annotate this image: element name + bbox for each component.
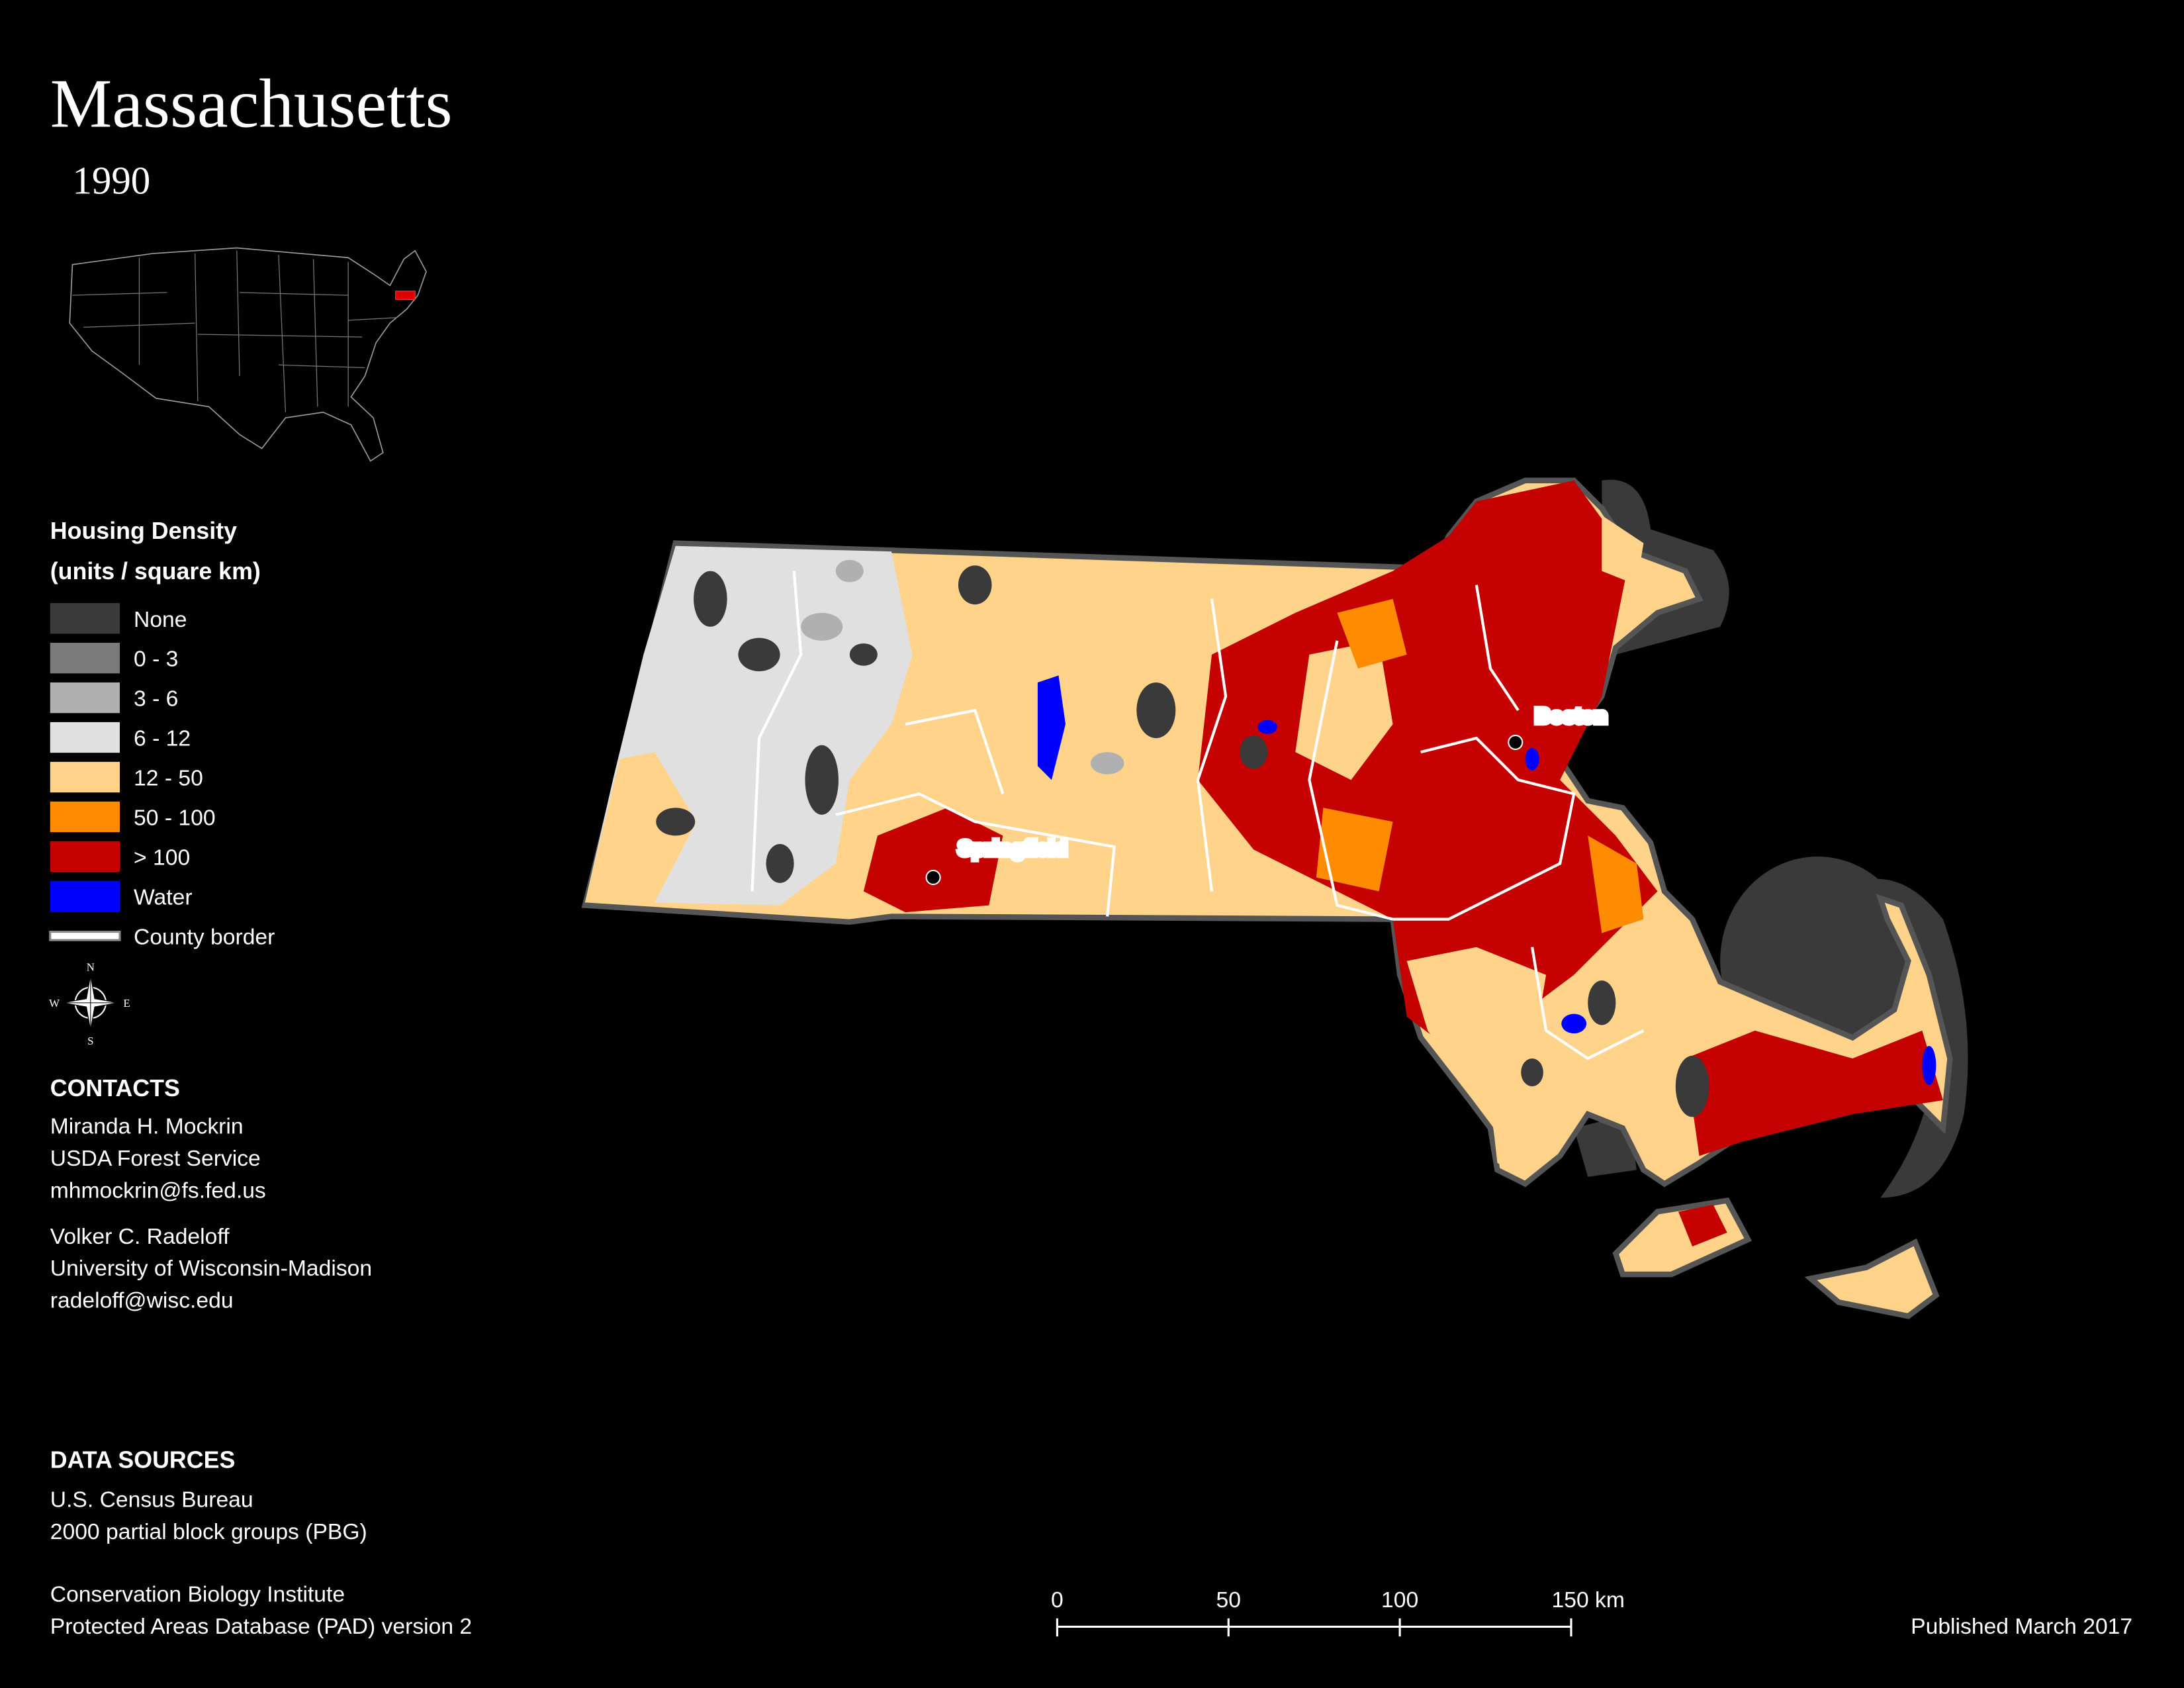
contact-line: mhmockrin@fs.fed.us [50, 1178, 266, 1203]
contact-line: Volker C. Radeloff [50, 1225, 230, 1249]
legend-label: > 100 [134, 846, 190, 870]
legend-label: 0 - 3 [134, 647, 178, 672]
legend-label: 3 - 6 [134, 687, 178, 712]
legend-swatch [50, 722, 120, 753]
region-12-50 [584, 752, 697, 903]
scale-label: 50 [1216, 1588, 1241, 1613]
legend-swatch [50, 761, 120, 793]
region-50-100 [1316, 808, 1393, 892]
contact-line: Miranda H. Mockrin [50, 1115, 244, 1139]
source-line: U.S. Census Bureau [50, 1487, 253, 1512]
compass-s: S [87, 1035, 93, 1047]
scale-label: 100 [1381, 1588, 1418, 1613]
city-dot [1508, 734, 1524, 750]
water-bodies [1037, 675, 1936, 1085]
legend-label: 12 - 50 [134, 767, 203, 791]
legend-label: 6 - 12 [134, 727, 191, 751]
legend-swatch [50, 603, 120, 634]
region-50-100 [1588, 835, 1644, 933]
region-over-100 [1678, 1204, 1727, 1247]
state-map [581, 477, 1968, 1319]
scale-label: 150 km [1552, 1588, 1625, 1613]
source-line: Conservation Biology Institute [50, 1583, 345, 1607]
legend-swatch [50, 841, 120, 872]
compass-w: W [49, 997, 60, 1009]
locator-map [69, 247, 427, 462]
legend-label: County border [134, 925, 275, 949]
region-over-100 [1197, 480, 1658, 1059]
city-label: Springfield [958, 836, 1068, 860]
legend-label: 50 - 100 [134, 806, 216, 831]
legend-swatch [50, 801, 120, 833]
contact-line: USDA Forest Service [50, 1147, 261, 1171]
region-12-50 [1406, 947, 1547, 1101]
cities: Boston Springfield [925, 701, 1610, 886]
region-over-100 [863, 808, 1003, 913]
no-housing-patches [656, 565, 1709, 1117]
data-sources: U.S. Census Bureau 2000 partial block gro… [50, 1487, 472, 1638]
legend-swatch [49, 930, 121, 941]
contacts: Miranda H. Mockrin USDA Forest Service mhm… [50, 1115, 372, 1313]
legend-label: Water [134, 886, 193, 910]
legend-swatch [50, 642, 120, 674]
low-density-patches [801, 559, 1124, 774]
compass: N S W E [49, 961, 130, 1047]
subtitle: 1990 [72, 159, 150, 202]
legend-label: None [134, 608, 187, 632]
contact-line: University of Wisconsin-Madison [50, 1256, 372, 1281]
nantucket [1804, 1238, 1940, 1319]
region-12-50 [1602, 515, 1644, 585]
source-line: Protected Areas Database (PAD) version 2 [50, 1615, 472, 1639]
region-over-100 [1685, 1030, 1943, 1156]
city-dot [925, 869, 941, 886]
compass-e: E [123, 997, 130, 1009]
scale-label: 0 [1051, 1588, 1064, 1613]
legend-swatch [50, 880, 120, 912]
region-50-100 [1337, 598, 1407, 669]
legend-title: Housing Density [50, 518, 237, 544]
city-label: Boston [1535, 704, 1608, 727]
contacts-title: CONTACTS [50, 1075, 180, 1102]
data-sources-title: DATA SOURCES [50, 1447, 236, 1474]
region-12-50 [1295, 640, 1393, 780]
region-12-50 [1490, 1086, 1574, 1177]
compass-n: N [87, 961, 95, 973]
footer: Published March 2017 [1911, 1615, 2132, 1639]
title: Massachusetts [50, 64, 453, 142]
county-borders [751, 571, 1645, 1060]
legend-swatch [50, 682, 120, 714]
contact-line: radeloff@wisc.edu [50, 1289, 234, 1313]
legend-subtitle: (units / square km) [50, 558, 261, 585]
scale-bar: 0 50 100 150 km [1051, 1588, 1625, 1637]
legend: None 0 - 3 3 - 6 6 - 12 12 - 50 50 - 100 > 100… [49, 603, 275, 949]
source-line: 2000 partial block groups (PBG) [50, 1520, 367, 1544]
